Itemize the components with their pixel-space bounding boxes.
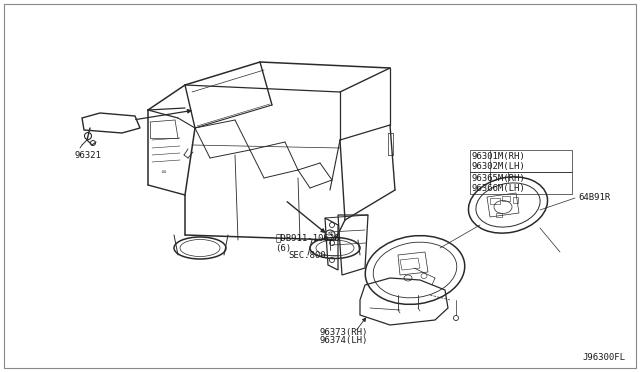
Bar: [502, 196, 510, 201]
Bar: [470, 172, 572, 194]
Text: ∞: ∞: [160, 169, 166, 175]
Text: ⓃDB911-10626
(6): ⓃDB911-10626 (6): [275, 233, 339, 253]
Text: 96302M(LH): 96302M(LH): [472, 161, 525, 170]
Bar: [490, 198, 500, 204]
Text: SEC.800: SEC.800: [288, 250, 326, 260]
Text: 96374(LH): 96374(LH): [320, 337, 369, 346]
Text: 64B91R: 64B91R: [578, 193, 611, 202]
Bar: [513, 197, 518, 203]
Text: 96321: 96321: [75, 151, 101, 160]
Text: 96366M(LH): 96366M(LH): [472, 183, 525, 192]
Text: 96373(RH): 96373(RH): [320, 327, 369, 337]
Bar: [496, 213, 502, 217]
Bar: [470, 150, 572, 172]
Text: N: N: [328, 232, 332, 237]
Text: 96301M(RH): 96301M(RH): [472, 153, 525, 161]
Text: J96300FL: J96300FL: [582, 353, 625, 362]
Text: 96365M(RH): 96365M(RH): [472, 174, 525, 183]
